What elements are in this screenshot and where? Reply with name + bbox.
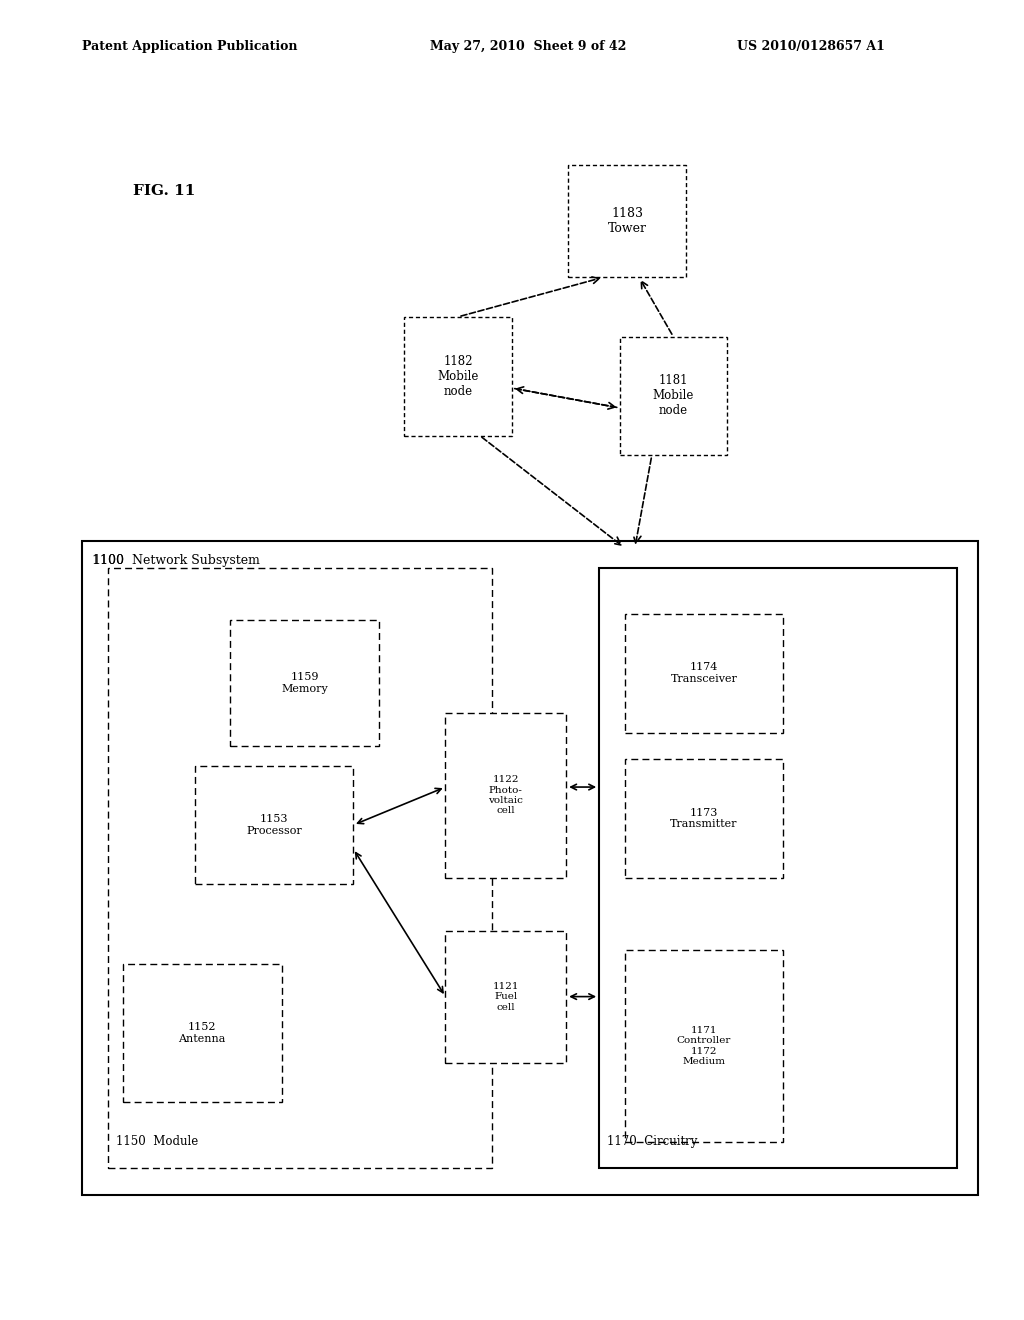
Text: 1181
Mobile
node: 1181 Mobile node — [652, 375, 694, 417]
Text: 1121
Fuel
cell: 1121 Fuel cell — [493, 982, 519, 1011]
Text: 1170  Circuitry: 1170 Circuitry — [607, 1135, 697, 1148]
FancyBboxPatch shape — [230, 620, 379, 746]
FancyBboxPatch shape — [195, 766, 353, 884]
FancyBboxPatch shape — [108, 568, 492, 1168]
Text: 1173
Transmitter: 1173 Transmitter — [671, 808, 737, 829]
Text: 1182
Mobile
node: 1182 Mobile node — [437, 355, 479, 397]
FancyBboxPatch shape — [620, 337, 727, 455]
FancyBboxPatch shape — [123, 964, 282, 1102]
FancyBboxPatch shape — [625, 950, 783, 1142]
Text: 1171
Controller
1172
Medium: 1171 Controller 1172 Medium — [677, 1026, 731, 1067]
FancyBboxPatch shape — [445, 931, 566, 1063]
Text: 1153
Processor: 1153 Processor — [246, 814, 302, 836]
Text: 1152
Antenna: 1152 Antenna — [178, 1022, 226, 1044]
Text: May 27, 2010  Sheet 9 of 42: May 27, 2010 Sheet 9 of 42 — [430, 40, 627, 53]
Text: 1100: 1100 — [92, 554, 124, 568]
FancyBboxPatch shape — [625, 759, 783, 878]
FancyBboxPatch shape — [82, 541, 978, 1195]
Text: 1100  Network Subsystem: 1100 Network Subsystem — [92, 554, 260, 568]
FancyBboxPatch shape — [404, 317, 512, 436]
FancyBboxPatch shape — [445, 713, 566, 878]
Text: 1174
Transceiver: 1174 Transceiver — [671, 663, 737, 684]
Text: 1122
Photo-
voltaic
cell: 1122 Photo- voltaic cell — [488, 775, 523, 816]
Text: 1183
Tower: 1183 Tower — [607, 207, 647, 235]
Text: 1159
Memory: 1159 Memory — [282, 672, 328, 694]
FancyBboxPatch shape — [568, 165, 686, 277]
Text: US 2010/0128657 A1: US 2010/0128657 A1 — [737, 40, 885, 53]
Text: Patent Application Publication: Patent Application Publication — [82, 40, 297, 53]
Text: FIG. 11: FIG. 11 — [133, 185, 196, 198]
Text: 1150  Module: 1150 Module — [116, 1135, 198, 1148]
FancyBboxPatch shape — [599, 568, 957, 1168]
FancyBboxPatch shape — [625, 614, 783, 733]
